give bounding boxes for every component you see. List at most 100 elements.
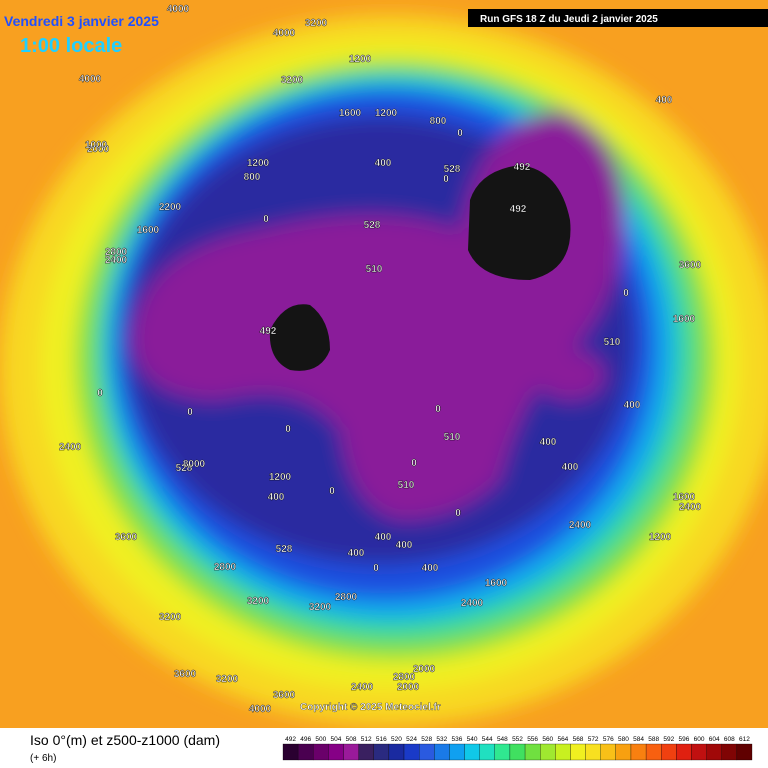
legend-label: 544 bbox=[482, 736, 493, 743]
contour-label: 3200 bbox=[216, 674, 239, 685]
legend-swatch bbox=[388, 743, 405, 761]
contour-label: 400 bbox=[375, 158, 392, 169]
contour-label: 2400 bbox=[351, 682, 374, 693]
run-label: Run GFS 18 Z du Jeudi 2 janvier 2025 bbox=[480, 14, 658, 25]
contour-label: 528 bbox=[444, 164, 461, 175]
contour-label: 2000 bbox=[397, 682, 420, 693]
contour-label: 400 bbox=[624, 400, 641, 411]
contour-label: 2400 bbox=[105, 255, 128, 266]
contour-label: 400 bbox=[562, 462, 579, 473]
legend-swatch bbox=[540, 743, 556, 761]
contour-label: 2400 bbox=[679, 502, 702, 513]
contour-label: 510 bbox=[604, 337, 621, 348]
legend-swatch bbox=[736, 743, 753, 761]
legend-swatch bbox=[600, 743, 616, 761]
color-legend: 492 496 500 504 508 512 516 520 524 528 532 536 540 5… bbox=[282, 736, 753, 761]
contour-label: 0 bbox=[329, 486, 335, 497]
contour-label: 0 bbox=[455, 508, 461, 519]
contour-label: 0 bbox=[435, 404, 441, 415]
legend-swatch bbox=[691, 743, 707, 761]
contour-label: 0 bbox=[457, 128, 463, 139]
legend-label: 516 bbox=[376, 736, 387, 743]
contour-label: 510 bbox=[366, 264, 383, 275]
legend-label: 580 bbox=[618, 736, 629, 743]
copyright: Copyright © 2025 Meteociel.fr bbox=[300, 702, 441, 713]
legend-swatch bbox=[479, 743, 495, 761]
contour-label: 2800 bbox=[214, 562, 237, 573]
legend-label: 556 bbox=[527, 736, 538, 743]
contour-label: 1600 bbox=[673, 492, 696, 503]
contour-label: 3200 bbox=[247, 596, 270, 607]
legend-swatch bbox=[373, 743, 390, 761]
legend-label: 568 bbox=[573, 736, 584, 743]
legend-label: 560 bbox=[542, 736, 553, 743]
contour-label: 400 bbox=[268, 492, 285, 503]
contour-label: 0 bbox=[187, 407, 193, 418]
contour-label: 8000 bbox=[183, 459, 206, 470]
contour-label: 3600 bbox=[273, 690, 296, 701]
contour-label: 528 bbox=[364, 220, 381, 231]
contour-label: 4000 bbox=[79, 74, 102, 85]
contour-label: 400 bbox=[348, 548, 365, 559]
legend-swatch bbox=[721, 743, 738, 761]
legend-label: 536 bbox=[452, 736, 463, 743]
contour-label: 1200 bbox=[269, 472, 292, 483]
contour-label: 0 bbox=[97, 388, 103, 399]
contour-label: 2800 bbox=[105, 247, 128, 258]
contour-label: 1200 bbox=[375, 108, 398, 119]
contour-label: 1200 bbox=[649, 532, 672, 543]
legend-label: 584 bbox=[633, 736, 644, 743]
contour-label: 2400 bbox=[59, 442, 82, 453]
contour-label: 492 bbox=[260, 326, 277, 337]
contour-label: 3200 bbox=[305, 18, 328, 29]
map-date: Vendredi 3 janvier 2025 bbox=[4, 13, 159, 29]
contour-label: 0 bbox=[263, 214, 269, 225]
contour-label: 3600 bbox=[174, 669, 197, 680]
legend-swatch bbox=[555, 743, 571, 761]
contour-label: 1000 bbox=[85, 140, 108, 151]
contour-label: 510 bbox=[444, 432, 461, 443]
legend-swatch bbox=[706, 743, 722, 761]
contour-label: 0 bbox=[373, 563, 379, 574]
legend-swatch bbox=[661, 743, 677, 761]
contour-label: 2800 bbox=[335, 592, 358, 603]
legend-label: 540 bbox=[467, 736, 478, 743]
legend-label: 504 bbox=[331, 736, 342, 743]
contour-label: 1600 bbox=[673, 314, 696, 325]
contour-label: 492 bbox=[510, 204, 527, 215]
legend-swatch bbox=[403, 743, 420, 761]
legend-label: 492 bbox=[285, 736, 296, 743]
legend-label: 496 bbox=[300, 736, 311, 743]
contour-label: 3200 bbox=[281, 75, 304, 86]
contour-label: 3200 bbox=[309, 602, 332, 613]
run-box bbox=[468, 9, 768, 27]
legend-swatch bbox=[630, 743, 647, 761]
map-field bbox=[0, 0, 768, 728]
legend-swatch bbox=[585, 743, 601, 761]
legend-label: 548 bbox=[497, 736, 508, 743]
legend-swatch bbox=[524, 743, 541, 761]
legend-label: 592 bbox=[663, 736, 674, 743]
contour-label: 400 bbox=[375, 532, 392, 543]
contour-label: 0 bbox=[443, 174, 449, 185]
legend-swatch bbox=[464, 743, 480, 761]
legend-swatch bbox=[509, 743, 526, 761]
legend-swatch bbox=[676, 743, 692, 761]
contour-label: 510 bbox=[398, 480, 415, 491]
contour-label: 2800 bbox=[393, 672, 416, 683]
legend-label: 612 bbox=[739, 736, 750, 743]
contour-label: 4000 bbox=[249, 704, 272, 715]
legend-label: 552 bbox=[512, 736, 523, 743]
legend-label: 572 bbox=[588, 736, 599, 743]
legend-label: 528 bbox=[421, 736, 432, 743]
contour-label: 528 bbox=[276, 544, 293, 555]
contour-label: 4000 bbox=[167, 4, 190, 15]
legend-swatch bbox=[358, 743, 374, 761]
contour-label: 400 bbox=[422, 563, 439, 574]
legend-label: 604 bbox=[709, 736, 720, 743]
contour-label: 400 bbox=[656, 95, 673, 106]
contour-label: 1600 bbox=[137, 225, 160, 236]
legend-label: 500 bbox=[315, 736, 326, 743]
